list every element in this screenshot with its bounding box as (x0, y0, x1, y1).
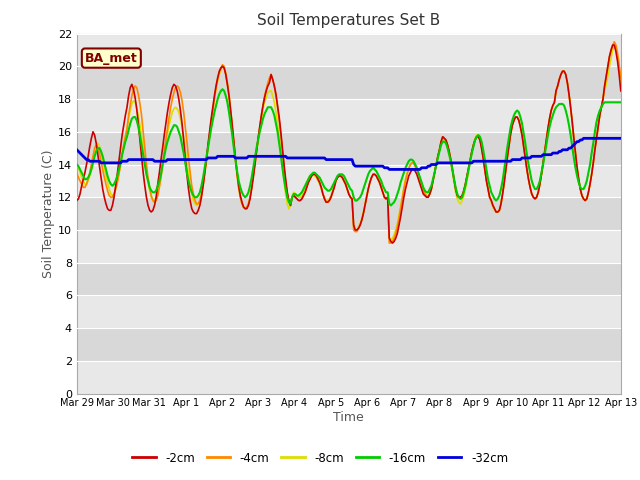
Bar (77, 132, 621, 165)
Bar (77, 99, 621, 132)
Bar (77, 328, 621, 361)
Bar (77, 197, 621, 230)
Bar (77, 295, 621, 328)
Title: Soil Temperatures Set B: Soil Temperatures Set B (257, 13, 440, 28)
Bar (77, 165, 621, 197)
Bar (77, 361, 621, 394)
X-axis label: Time: Time (333, 411, 364, 424)
Bar (77, 34, 621, 66)
Bar (77, 66, 621, 99)
Bar (77, 230, 621, 263)
Bar (77, 263, 621, 295)
Legend: -2cm, -4cm, -8cm, -16cm, -32cm: -2cm, -4cm, -8cm, -16cm, -32cm (127, 447, 513, 469)
Text: BA_met: BA_met (85, 51, 138, 65)
Y-axis label: Soil Temperature (C): Soil Temperature (C) (42, 149, 55, 278)
